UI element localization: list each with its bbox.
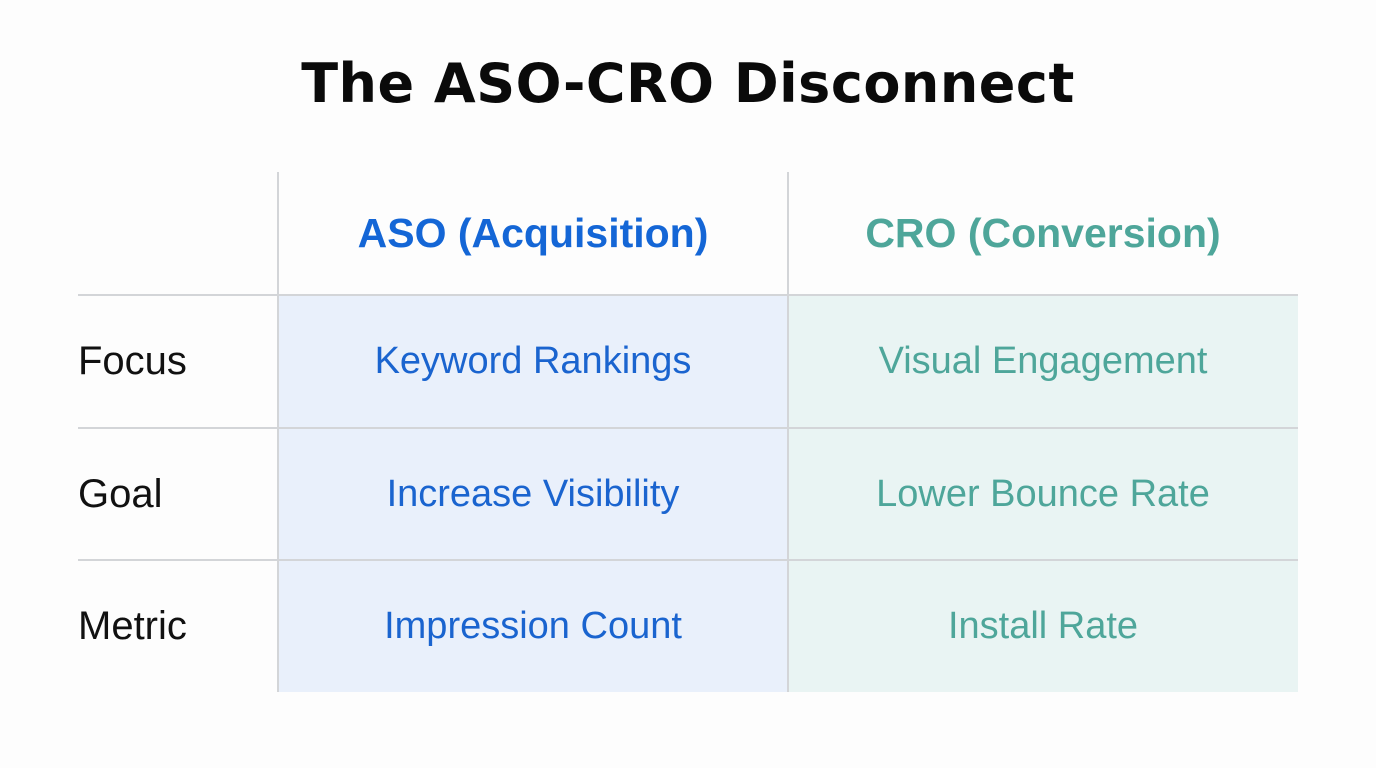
cell-aso-goal: Increase Visibility — [278, 428, 788, 560]
row-label-metric: Metric — [78, 603, 187, 648]
cell-aso-metric: Impression Count — [278, 560, 788, 692]
header-cro: CRO (Conversion) — [865, 210, 1221, 256]
grid-divider — [277, 172, 279, 692]
grid-divider — [78, 294, 1298, 296]
cell-aso-focus: Keyword Rankings — [278, 295, 788, 428]
grid-divider — [78, 427, 1298, 429]
header-aso: ASO (Acquisition) — [357, 210, 709, 256]
comparison-table: ASO (Acquisition) CRO (Conversion) Focus… — [78, 172, 1298, 692]
row-label-goal: Goal — [78, 471, 163, 516]
cell-cro-metric: Install Rate — [788, 560, 1298, 692]
row-label-focus: Focus — [78, 339, 187, 383]
grid-divider — [78, 559, 1298, 561]
cell-cro-goal: Lower Bounce Rate — [788, 428, 1298, 560]
grid-divider — [787, 172, 789, 692]
page-title: The ASO-CRO Disconnect — [301, 52, 1075, 115]
cell-cro-focus: Visual Engagement — [788, 295, 1298, 428]
